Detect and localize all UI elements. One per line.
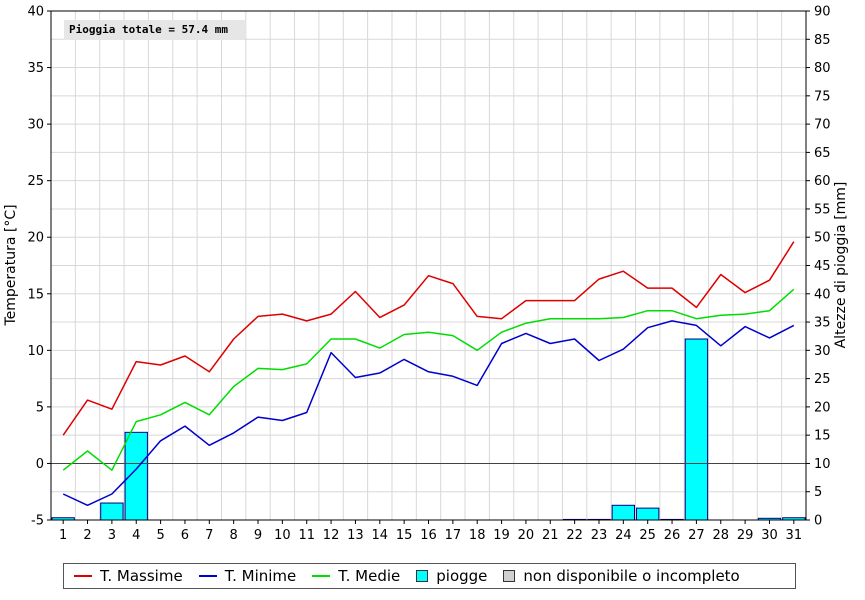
x-tick-label: 17 <box>445 528 462 543</box>
x-tick-label: 28 <box>712 528 729 543</box>
legend-label-tmed: T. Medie <box>338 567 401 585</box>
y-left-tick-label: -5 <box>31 514 44 529</box>
y-right-tick-label: 5 <box>814 485 822 500</box>
x-tick-label: 13 <box>347 528 364 543</box>
y-left-tick-label: 5 <box>36 400 44 415</box>
legend-swatch-rain <box>416 570 429 582</box>
x-tick-label: 2 <box>83 528 91 543</box>
y-right-tick-label: 45 <box>814 259 831 274</box>
x-tick-label: 25 <box>639 528 656 543</box>
legend-item-tmin: T. Minime <box>198 567 297 585</box>
x-tick-label: 6 <box>181 528 189 543</box>
y-left-tick-label: 40 <box>27 5 44 20</box>
x-tick-label: 29 <box>737 528 754 543</box>
y-left-tick-label: 25 <box>27 174 44 189</box>
y-right-tick-label: 75 <box>814 89 831 104</box>
rain-bars <box>51 338 806 521</box>
y-left-tick-label: 20 <box>27 231 44 246</box>
y-right-label: Altezze di pioggia [mm] <box>833 182 849 349</box>
x-tick-label: 30 <box>761 528 778 543</box>
x-tick-label: 31 <box>786 528 803 543</box>
x-tick-label: 18 <box>469 528 486 543</box>
legend-swatch-na <box>503 570 516 582</box>
rain-bar <box>611 504 636 521</box>
y-left-tick-label: 15 <box>27 287 44 302</box>
y-right-tick-label: 65 <box>814 146 831 161</box>
x-tick-label: 19 <box>493 528 510 543</box>
x-tick-label: 1 <box>59 528 67 543</box>
y-left-tick-label: 0 <box>36 457 44 472</box>
legend-label-na: non disponibile o incompleto <box>523 567 740 585</box>
x-tick-label: 10 <box>274 528 291 543</box>
x-tick-label: 7 <box>205 528 213 543</box>
y-right-tick-label: 70 <box>814 118 831 133</box>
legend-item-na: non disponibile o incompleto <box>503 567 740 585</box>
x-tick-label: 24 <box>615 528 632 543</box>
y-left-tick-label: 35 <box>27 61 44 76</box>
legend-item-tmax: T. Massime <box>74 567 183 585</box>
y-right-tick-label: 90 <box>814 5 831 20</box>
legend-swatch-tmin <box>198 575 217 577</box>
x-tick-label: 20 <box>518 528 535 543</box>
series-line-2 <box>62 320 795 507</box>
y-right-tick-label: 20 <box>814 400 831 415</box>
x-tick-label: 27 <box>688 528 705 543</box>
y-right-tick-label: 50 <box>814 231 831 246</box>
tick-labels: -505101520253035400510152025303540455055… <box>27 5 830 544</box>
x-tick-label: 14 <box>372 528 389 543</box>
x-tick-label: 22 <box>566 528 583 543</box>
x-tick-label: 23 <box>591 528 608 543</box>
y-right-tick-label: 15 <box>814 429 831 444</box>
y-right-tick-label: 55 <box>814 202 831 217</box>
rain-bar <box>100 502 124 521</box>
y-left-tick-label: 10 <box>27 344 44 359</box>
y-right-tick-label: 80 <box>814 61 831 76</box>
x-tick-label: 16 <box>420 528 437 543</box>
y-right-tick-label: 40 <box>814 287 831 302</box>
y-right-tick-label: 0 <box>814 514 822 529</box>
legend-label-tmin: T. Minime <box>224 567 297 585</box>
rain-total-annotation: Pioggia totale = 57.4 mm <box>64 20 245 40</box>
x-tick-label: 5 <box>156 528 164 543</box>
y-right-tick-label: 85 <box>814 33 831 48</box>
series-lines <box>62 241 795 507</box>
series-line-1 <box>62 241 795 436</box>
legend-swatch-tmed <box>312 575 331 577</box>
y-right-tick-label: 35 <box>814 316 831 331</box>
x-tick-label: 11 <box>298 528 315 543</box>
legend-item-rain: piogge <box>416 567 487 585</box>
legend-label-tmax: T. Massime <box>100 567 183 585</box>
x-tick-label: 9 <box>254 528 262 543</box>
x-tick-label: 21 <box>542 528 559 543</box>
rain-bar <box>636 507 660 521</box>
y-right-tick-label: 60 <box>814 174 831 189</box>
legend-label-rain: piogge <box>436 567 488 585</box>
series-line-3 <box>62 288 795 471</box>
x-tick-label: 8 <box>230 528 238 543</box>
x-tick-label: 26 <box>664 528 681 543</box>
legend-swatch-tmax <box>74 575 92 577</box>
rain-bar <box>684 338 709 521</box>
x-tick-label: 12 <box>323 528 340 543</box>
x-tick-label: 4 <box>132 528 140 543</box>
legend-item-tmed: T. Medie <box>312 567 400 585</box>
x-tick-label: 15 <box>396 528 413 543</box>
x-tick-label: 3 <box>108 528 116 543</box>
legend: T. Massime T. Minime T. Medie piogge non… <box>63 563 796 589</box>
y-right-tick-label: 10 <box>814 457 831 472</box>
y-left-tick-label: 30 <box>27 118 44 133</box>
y-right-tick-label: 30 <box>814 344 831 359</box>
y-left-label: Temperatura [°C] <box>3 204 19 326</box>
y-right-tick-label: 25 <box>814 372 831 387</box>
